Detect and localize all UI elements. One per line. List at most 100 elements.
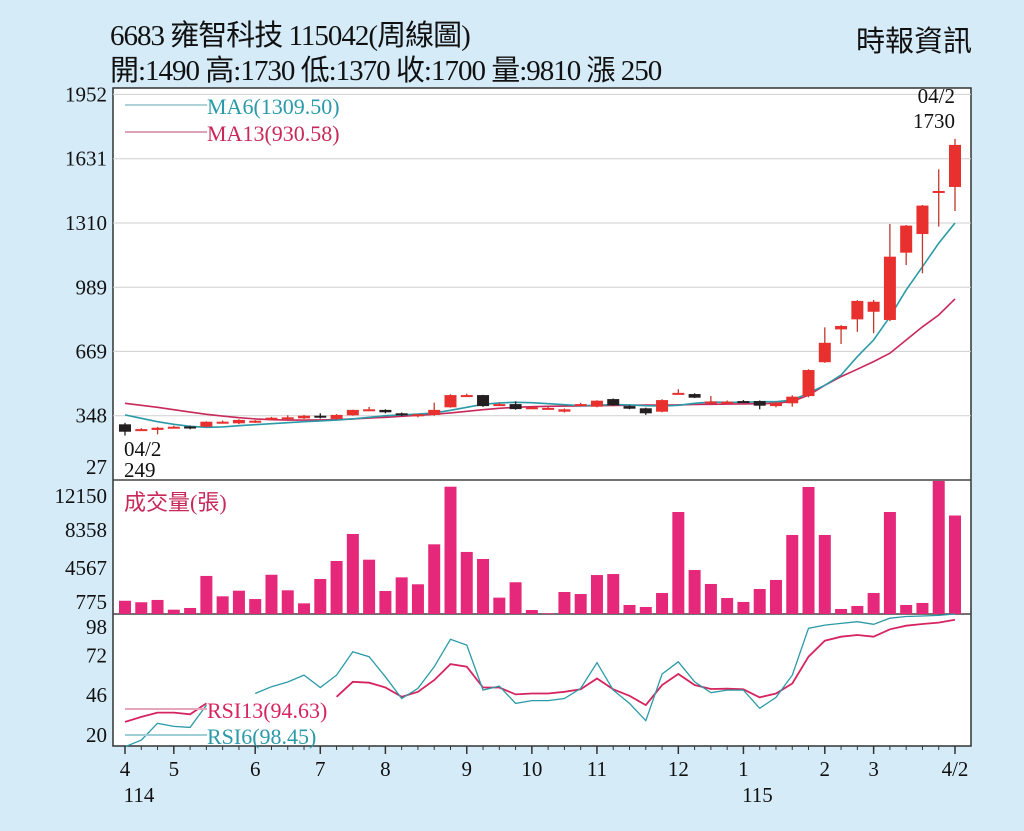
volume-bar: [477, 558, 490, 614]
candlestick: [232, 419, 245, 425]
price-tick-label: 1952: [65, 82, 107, 106]
candlestick: [932, 169, 945, 227]
candle-body: [184, 426, 197, 429]
x-tick-label: 4: [120, 757, 131, 781]
candlestick: [265, 416, 278, 420]
price-tick-label: 1310: [65, 211, 107, 235]
candlestick: [721, 400, 734, 404]
volume-bar: [672, 511, 685, 614]
candle-body: [346, 409, 359, 416]
x-tick-label: 3: [868, 757, 879, 781]
candle-body: [216, 421, 229, 424]
candle-body: [721, 401, 734, 404]
candle-body: [737, 401, 750, 404]
price-tick-label: 348: [76, 404, 108, 428]
volume-bar: [542, 613, 555, 614]
rsi13-line: [124, 618, 956, 723]
candle-body: [542, 407, 555, 410]
candlestick: [200, 421, 213, 428]
rsi-tick-label: 20: [86, 723, 107, 747]
volume-bar: [737, 601, 750, 614]
volume-bar: [590, 575, 603, 614]
candlestick: [851, 300, 864, 332]
volume-bar: [167, 609, 180, 614]
x-tick-label: 6: [250, 757, 261, 781]
candle-body: [135, 429, 148, 432]
volume-bar: [786, 534, 799, 614]
volume-bar: [314, 578, 327, 614]
volume-tick-label: 4567: [65, 556, 107, 580]
candlestick: [119, 422, 131, 436]
candle-body: [753, 401, 766, 406]
candle-body: [656, 400, 669, 412]
candle-body: [249, 420, 262, 423]
volume-bar: [411, 584, 424, 614]
candlestick: [330, 414, 343, 420]
volume-bar: [428, 544, 441, 614]
legend-rsi6: RSI6(98.45): [207, 724, 316, 749]
volume-bar: [363, 559, 376, 614]
candle-body: [623, 406, 636, 409]
volume-bar: [802, 486, 815, 614]
candle-body: [395, 413, 408, 416]
candlestick: [216, 420, 229, 424]
volume-bar: [200, 575, 213, 614]
candlestick: [395, 412, 408, 417]
volume-bar: [265, 574, 278, 614]
candle-body: [590, 400, 603, 407]
x-tick-label: 7: [315, 757, 326, 781]
volume-bar: [900, 604, 913, 614]
volume-tick-label: 8358: [65, 518, 107, 542]
volume-bar: [916, 602, 929, 614]
volume-bar: [119, 600, 131, 614]
price-tick-label: 27: [86, 455, 107, 479]
price-tick-label: 669: [76, 339, 108, 363]
volume-bar: [623, 604, 636, 614]
candlestick: [737, 400, 750, 404]
volume-bar: [753, 589, 766, 614]
volume-bar: [558, 592, 571, 614]
x-tick-label: 12: [668, 757, 689, 781]
candle-body: [607, 399, 620, 406]
legend-ma6: MA6(1309.50): [207, 94, 340, 119]
candle-body: [574, 404, 587, 407]
rsi-tick-label: 72: [86, 643, 107, 667]
x-year-label: 115: [742, 783, 773, 807]
candle-body: [428, 409, 441, 415]
x-tick-label: 10: [521, 757, 542, 781]
candle-body: [769, 402, 782, 407]
price-summary: 開:1490 高:1730 低:1370 收:1700 量:9810 漲 250: [110, 55, 662, 87]
price-tick-label: 1631: [65, 147, 107, 171]
candle-body: [477, 395, 490, 407]
candle-body: [883, 256, 896, 320]
high-value-annotation: 1730: [913, 109, 955, 133]
candle-body: [802, 370, 815, 397]
candlestick: [135, 428, 148, 432]
candlestick: [525, 406, 538, 410]
candlestick: [949, 138, 961, 211]
volume-bar: [298, 603, 311, 614]
candlestick: [590, 400, 603, 408]
candle-body: [672, 392, 685, 395]
candle-body: [851, 300, 864, 320]
ma13-line: [124, 298, 956, 421]
x-tick-label: 5: [169, 757, 180, 781]
ma6-line: [124, 222, 956, 429]
volume-bar: [444, 486, 457, 614]
candle-body: [444, 395, 457, 408]
candle-body: [835, 325, 848, 330]
x-tick-label: 4/2: [942, 757, 969, 781]
volume-bar: [281, 590, 294, 614]
candlestick: [428, 402, 441, 416]
high-date-annotation: 04/2: [918, 84, 955, 108]
volume-title: 成交量(張): [124, 490, 227, 515]
candle-body: [411, 414, 424, 417]
volume-bar: [184, 607, 197, 614]
volume-bar: [493, 597, 506, 614]
candle-body: [916, 205, 929, 235]
candlestick: [916, 204, 929, 274]
candle-body: [688, 394, 701, 398]
volume-bar: [346, 533, 359, 614]
volume-bar: [688, 570, 701, 614]
candle-body: [639, 408, 652, 414]
